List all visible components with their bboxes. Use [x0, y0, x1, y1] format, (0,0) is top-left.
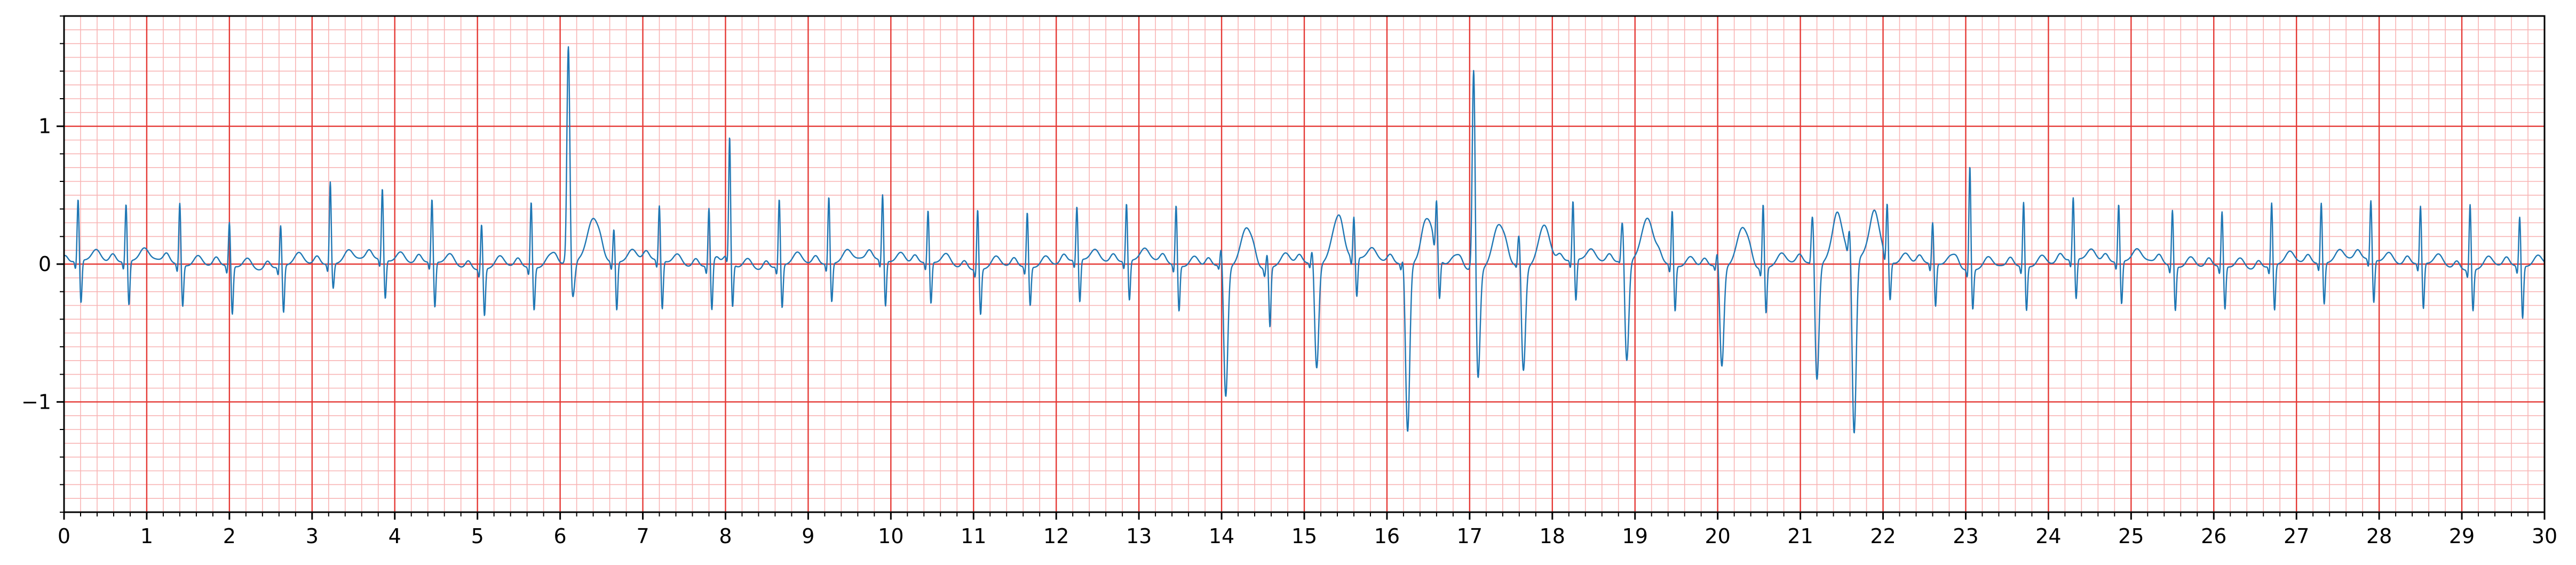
y-tick-label: −1: [21, 390, 51, 413]
x-tick-label: 5: [471, 524, 484, 548]
x-tick-label: 10: [878, 524, 903, 548]
x-tick-label: 24: [2035, 524, 2061, 548]
y-tick-label: 1: [38, 115, 51, 138]
y-axis: −1 0 1: [21, 15, 64, 513]
x-tick-label: 22: [1870, 524, 1896, 548]
y-tick-label: 0: [38, 252, 51, 276]
x-tick-label: 28: [2366, 524, 2392, 548]
x-tick-label: 6: [554, 524, 567, 548]
x-axis: 0 1 2 3 4 5 6 7 8 9 10 11 12 13 14 15 16 17 18 19 20 21 22 23 24…: [58, 512, 2557, 548]
x-tick-label: 1: [140, 524, 153, 548]
x-tick-label: 23: [1953, 524, 1978, 548]
x-tick-label: 13: [1126, 524, 1152, 548]
x-tick-label: 15: [1291, 524, 1317, 548]
x-tick-label: 3: [306, 524, 319, 548]
x-tick-label: 12: [1043, 524, 1069, 548]
x-tick-label: 14: [1209, 524, 1234, 548]
x-tick-label: 20: [1705, 524, 1730, 548]
x-tick-label: 16: [1374, 524, 1400, 548]
x-tick-label: 29: [2449, 524, 2475, 548]
x-tick-label: 18: [1540, 524, 1565, 548]
x-tick-label: 4: [389, 524, 401, 548]
x-tick-label: 11: [961, 524, 986, 548]
x-tick-label: 0: [58, 524, 70, 548]
x-tick-label: 30: [2532, 524, 2557, 548]
x-tick-label: 9: [802, 524, 814, 548]
x-tick-label: 17: [1457, 524, 1483, 548]
x-tick-label: 25: [2118, 524, 2144, 548]
major-grid: [63, 16, 2546, 512]
x-tick-label: 19: [1622, 524, 1648, 548]
x-tick-label: 8: [719, 524, 732, 548]
x-tick-label: 26: [2201, 524, 2226, 548]
x-tick-label: 27: [2284, 524, 2309, 548]
ecg-trace-line: [64, 46, 2545, 434]
x-tick-label: 21: [1787, 524, 1813, 548]
x-tick-label: 2: [223, 524, 236, 548]
x-tick-label: 7: [636, 524, 649, 548]
